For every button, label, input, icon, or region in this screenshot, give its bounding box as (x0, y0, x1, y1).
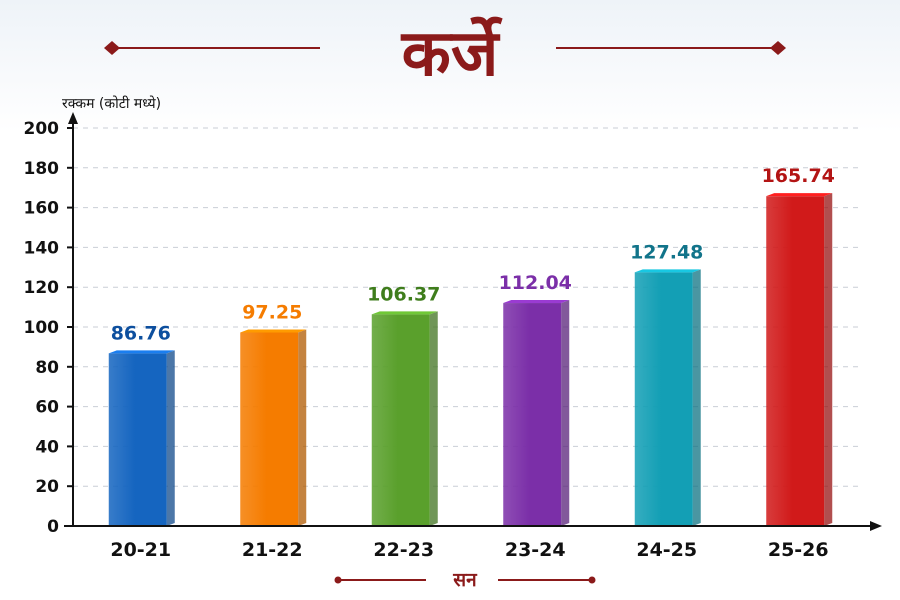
x-tick-label: 24-25 (636, 539, 697, 561)
bar (766, 196, 825, 526)
bar (108, 353, 167, 526)
bar-top (240, 329, 307, 333)
y-tick-label: 20 (35, 477, 59, 497)
title-decoration (104, 41, 786, 55)
x-tick-label: 25-26 (768, 539, 829, 561)
y-tick-label: 180 (24, 159, 60, 179)
x-tick-label: 23-24 (505, 539, 566, 561)
bar (240, 332, 299, 526)
title-diamond-right (770, 41, 786, 55)
bar (634, 272, 693, 526)
chart-title: कर्जे (401, 17, 499, 91)
bar (371, 314, 430, 526)
bar-20-21 (108, 350, 175, 526)
y-tick-label: 0 (47, 517, 59, 537)
value-label: 165.74 (762, 165, 835, 187)
x-axis-title-area: सन (330, 566, 600, 594)
y-axis-arrow (68, 112, 78, 124)
x-axis-arrow (870, 521, 882, 531)
bars-layer (108, 193, 833, 526)
labels-layer: 0 20 40 60 80 100 120 140 160 180 200 86.76 20-21 97.… (24, 119, 835, 561)
bar (503, 303, 562, 526)
bar-top (634, 269, 701, 273)
x-title-dot-right (588, 576, 596, 584)
bar-22-23 (371, 311, 438, 526)
bar-side (824, 193, 833, 526)
value-label: 106.37 (367, 283, 440, 305)
y-tick-label: 140 (24, 238, 60, 258)
bar-top (371, 311, 438, 315)
bar-side (692, 269, 701, 526)
axes-layer (64, 112, 882, 531)
title-area: कर्जे (0, 0, 900, 100)
y-tick-label: 40 (35, 437, 59, 457)
value-label: 97.25 (242, 301, 302, 323)
x-axis-title: सन (453, 569, 477, 591)
y-tick-label: 100 (24, 318, 60, 338)
bar-top (503, 300, 570, 304)
bar-top (108, 350, 175, 354)
bar-side (298, 329, 307, 526)
value-label: 112.04 (499, 272, 572, 294)
x-tick-label: 21-22 (242, 539, 303, 561)
y-tick-label: 120 (24, 278, 60, 298)
bar-24-25 (634, 269, 701, 526)
bar-side (429, 311, 438, 526)
y-tick-label: 200 (24, 119, 60, 139)
x-axis-title-decoration (334, 576, 596, 584)
bar-side (561, 300, 570, 526)
y-tick-label: 160 (24, 199, 60, 219)
value-label: 127.48 (630, 241, 703, 263)
grid-layer (73, 127, 862, 487)
value-label: 86.76 (111, 322, 171, 344)
bar-21-22 (240, 329, 307, 526)
x-tick-label: 22-23 (373, 539, 434, 561)
bar-23-24 (503, 300, 570, 526)
y-tick-label: 60 (35, 398, 59, 418)
bar-25-26 (766, 193, 833, 526)
y-tick-label: 80 (35, 358, 59, 378)
bar-side (166, 350, 175, 526)
y-axis-title: रक्कम (कोटी मध्ये) (62, 95, 161, 112)
bar-top (766, 193, 833, 197)
title-diamond-left (104, 41, 120, 55)
x-tick-label: 20-21 (110, 539, 171, 561)
